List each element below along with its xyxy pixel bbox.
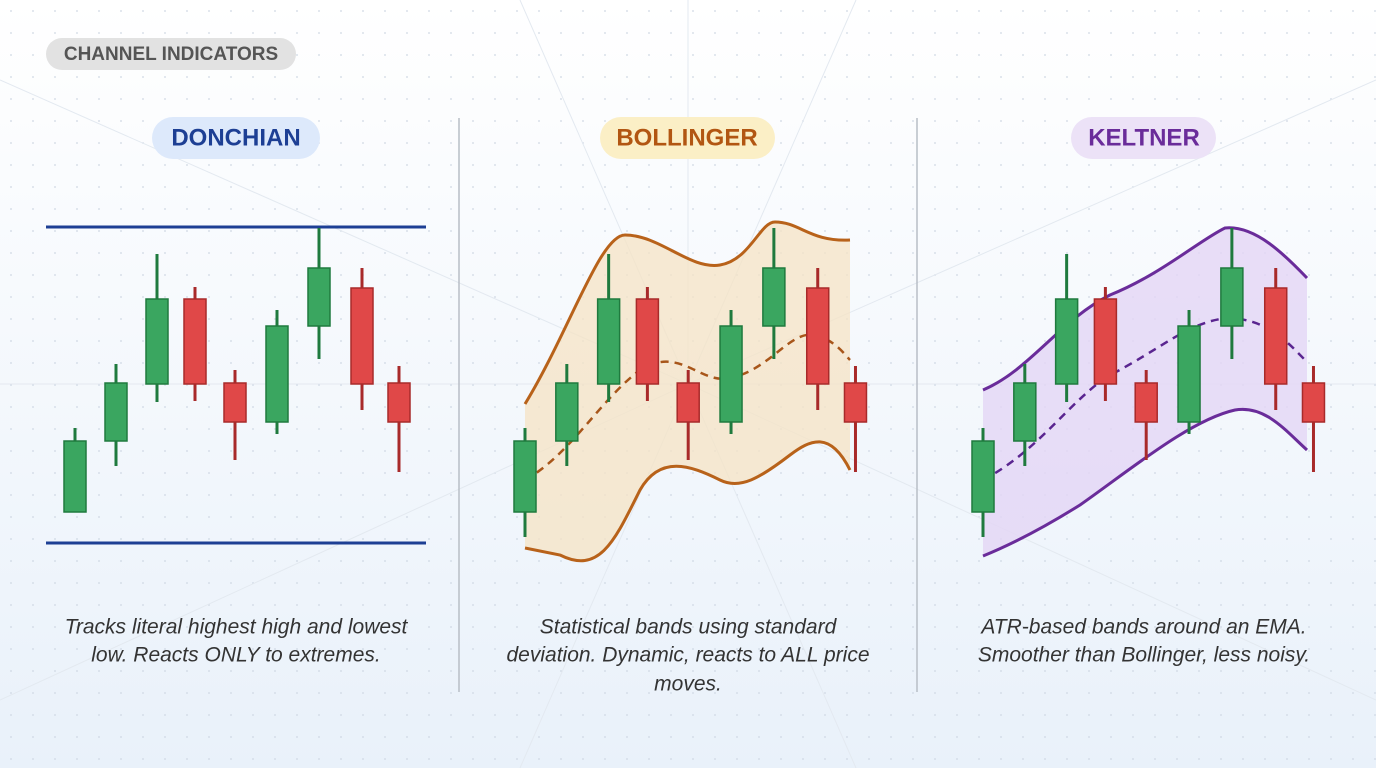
candle-body: [350, 287, 374, 385]
candle-body: [513, 440, 537, 513]
panel-title: KELTNER: [1088, 124, 1200, 151]
candle-body: [145, 298, 169, 385]
candle-body: [1263, 287, 1288, 385]
description: Statistical bands using standard: [540, 616, 838, 639]
candle-body: [223, 382, 247, 423]
candle-body: [1220, 267, 1244, 327]
candle-body: [596, 298, 621, 385]
candle-body: [183, 298, 207, 385]
keltner-lower: [982, 407, 1309, 558]
bollinger-upper: [523, 220, 851, 405]
candle-body: [676, 382, 700, 423]
title-pill: [1071, 117, 1216, 159]
candle-body: [843, 382, 868, 423]
candle-body: [1054, 298, 1079, 385]
candle-body: [1013, 382, 1037, 442]
candle-body: [555, 382, 579, 442]
tag-pill: [46, 38, 296, 70]
candle-body: [971, 440, 995, 513]
candle-body: [1177, 325, 1201, 423]
candle-body: [762, 267, 786, 327]
candle-body: [719, 325, 743, 423]
candle-body: [1301, 382, 1326, 423]
candle-body: [307, 267, 331, 327]
description: Tracks literal highest high and lowest: [65, 616, 409, 639]
description: deviation. Dynamic, reacts to ALL price: [506, 644, 869, 667]
candle-body: [805, 287, 830, 385]
panel-title: BOLLINGER: [616, 124, 757, 151]
title-pill: [152, 117, 320, 159]
candle-body: [387, 382, 411, 423]
candles: [63, 228, 1326, 537]
keltner-upper: [982, 226, 1309, 392]
candle-body: [635, 298, 660, 385]
candle-body: [265, 325, 289, 423]
candle-body: [1093, 298, 1118, 385]
candle-body: [63, 440, 87, 513]
description: Smoother than Bollinger, less noisy.: [978, 644, 1310, 667]
description: ATR-based bands around an EMA.: [979, 616, 1306, 639]
panel-title: DONCHIAN: [171, 124, 300, 151]
title-pill: [600, 117, 775, 159]
candle-body: [104, 382, 128, 442]
description: low. Reacts ONLY to extremes.: [91, 644, 380, 667]
description: moves.: [654, 673, 722, 696]
candle-body: [1134, 382, 1158, 423]
bollinger-lower: [524, 440, 852, 563]
tag: CHANNEL INDICATORS: [64, 44, 278, 65]
